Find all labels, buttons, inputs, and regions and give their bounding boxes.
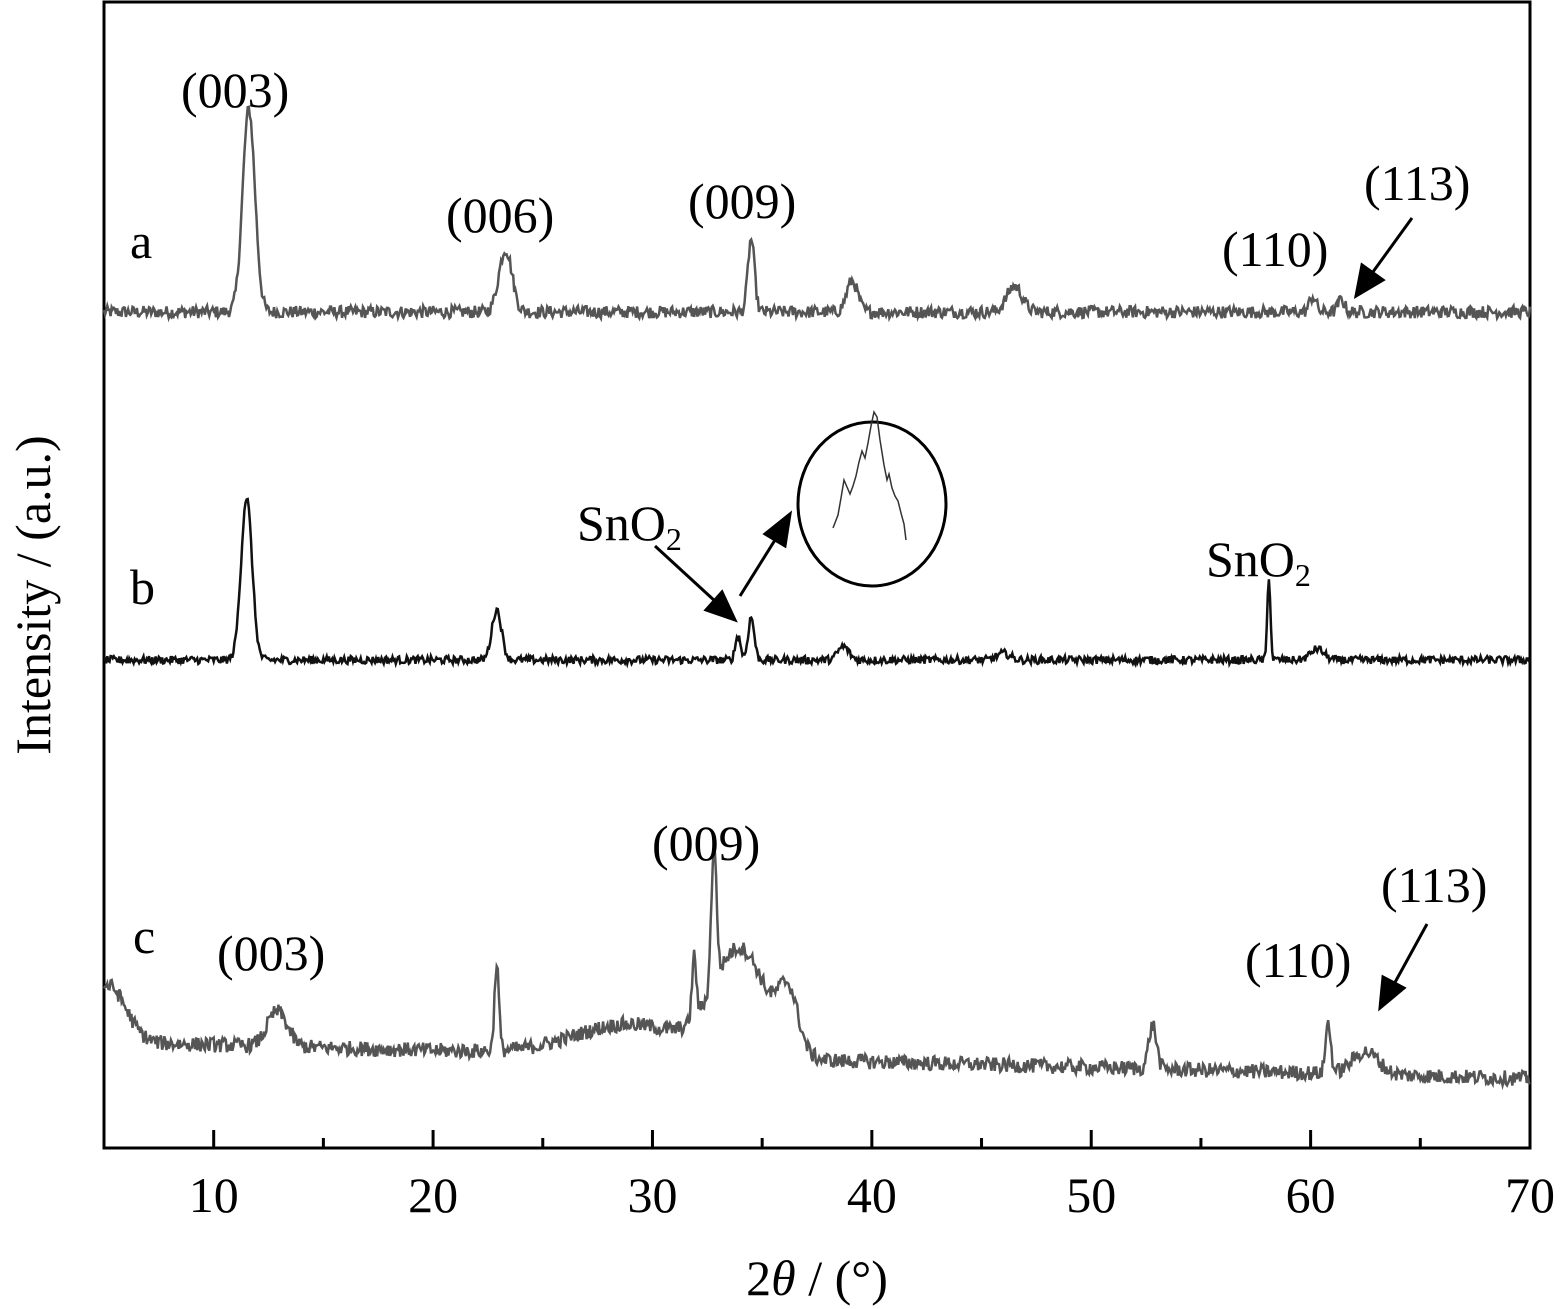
x-tick-label: 10 xyxy=(189,1167,239,1223)
arrow-a-113-head xyxy=(1353,262,1386,299)
x-tick-label: 30 xyxy=(627,1167,677,1223)
annotation-a-113: (113) xyxy=(1364,155,1470,211)
annotation-b-sno2-right: SnO2 xyxy=(1206,531,1311,593)
arrow-b-inset-head xyxy=(762,510,793,549)
inset-zoom-trace xyxy=(832,409,907,541)
annotation-b-sno2-left: SnO2 xyxy=(577,495,682,557)
annotation-c-110: (110) xyxy=(1245,932,1351,988)
y-axis-label: Intensity / (a.u.) xyxy=(5,435,61,754)
traces xyxy=(102,105,1532,1091)
series-a-line xyxy=(102,105,1532,323)
annotation-a-006: (006) xyxy=(446,187,554,243)
arrow-b-sno2-head xyxy=(703,589,738,623)
annotation-c-113: (113) xyxy=(1381,857,1487,913)
x-tick-label: 70 xyxy=(1505,1167,1555,1223)
x-tick-label: 20 xyxy=(408,1167,458,1223)
series-label-b: b xyxy=(130,559,155,615)
arrow-c-113 xyxy=(1391,923,1429,987)
arrows xyxy=(653,217,1429,1012)
x-tick-label: 50 xyxy=(1066,1167,1116,1223)
plot-frame xyxy=(102,0,1532,1150)
annotation-a-009: (009) xyxy=(688,173,796,229)
x-axis-label: 2θ / (°) xyxy=(746,1250,888,1306)
annotation-a-110: (110) xyxy=(1222,221,1328,277)
series-b-line xyxy=(103,497,1531,669)
arrow-a-113 xyxy=(1368,217,1414,277)
arrow-c-113-head xyxy=(1378,974,1407,1012)
x-tick-label: 60 xyxy=(1286,1167,1336,1223)
inset-zoom-ellipse xyxy=(796,420,948,588)
x-axis-ticks: 10 20 30 40 50 60 70 xyxy=(189,1130,1555,1223)
series-label-a: a xyxy=(130,213,152,269)
arrow-b-sno2 xyxy=(653,544,718,604)
arrow-b-inset xyxy=(738,539,777,597)
annotation-c-009: (009) xyxy=(652,815,760,871)
annotation-a-003: (003) xyxy=(181,62,289,118)
annotation-c-003: (003) xyxy=(217,925,325,981)
x-tick-label: 40 xyxy=(847,1167,897,1223)
series-c-line xyxy=(102,848,1531,1091)
series-label-c: c xyxy=(133,908,155,964)
